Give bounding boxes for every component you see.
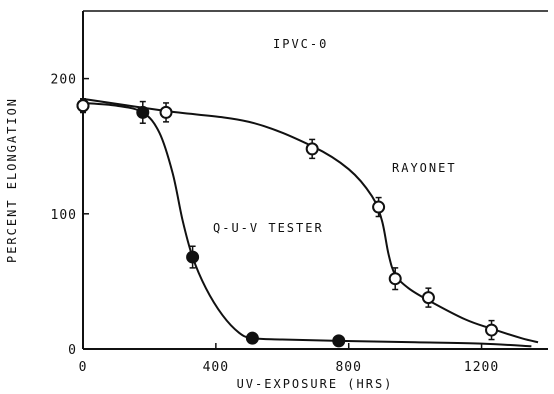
- x-ticks: 0 400 800 1200: [79, 343, 499, 375]
- series-markers: [76, 98, 499, 348]
- series-line-q-u-v-tester: [82, 101, 532, 348]
- open-data-point: [372, 200, 386, 214]
- annotation-quv-tester: Q-U-V TESTER: [213, 221, 324, 235]
- plot-frame: [82, 10, 548, 350]
- y-axis-title: PERCENT ELONGATION: [5, 97, 19, 263]
- open-data-point: [159, 105, 173, 119]
- filled-data-point: [332, 334, 346, 348]
- x-tick-label: 800: [335, 360, 361, 375]
- open-data-point: [388, 272, 402, 286]
- series-line-rayonet: [82, 97, 539, 344]
- y-ticks: 0 100 200: [51, 73, 89, 358]
- y-tick-label: 100: [51, 208, 77, 223]
- filled-data-point: [186, 250, 200, 264]
- series-curves: [82, 97, 539, 348]
- y-tick-label: 200: [51, 73, 77, 88]
- open-data-point: [76, 99, 90, 113]
- open-data-point: [485, 323, 499, 337]
- x-tick-label: 0: [79, 360, 88, 375]
- open-data-point: [305, 142, 319, 156]
- x-axis-title: UV-EXPOSURE (HRS): [237, 377, 394, 391]
- x-tick-label: 400: [203, 360, 229, 375]
- y-tick-label: 0: [68, 343, 77, 358]
- x-tick-label: 1200: [464, 360, 499, 375]
- open-data-point: [421, 291, 435, 305]
- annotation-rayonet: RAYONET: [392, 161, 457, 175]
- filled-data-point: [136, 105, 150, 119]
- filled-data-point: [245, 331, 259, 345]
- annotation-ipvc: IPVC-0: [273, 37, 328, 51]
